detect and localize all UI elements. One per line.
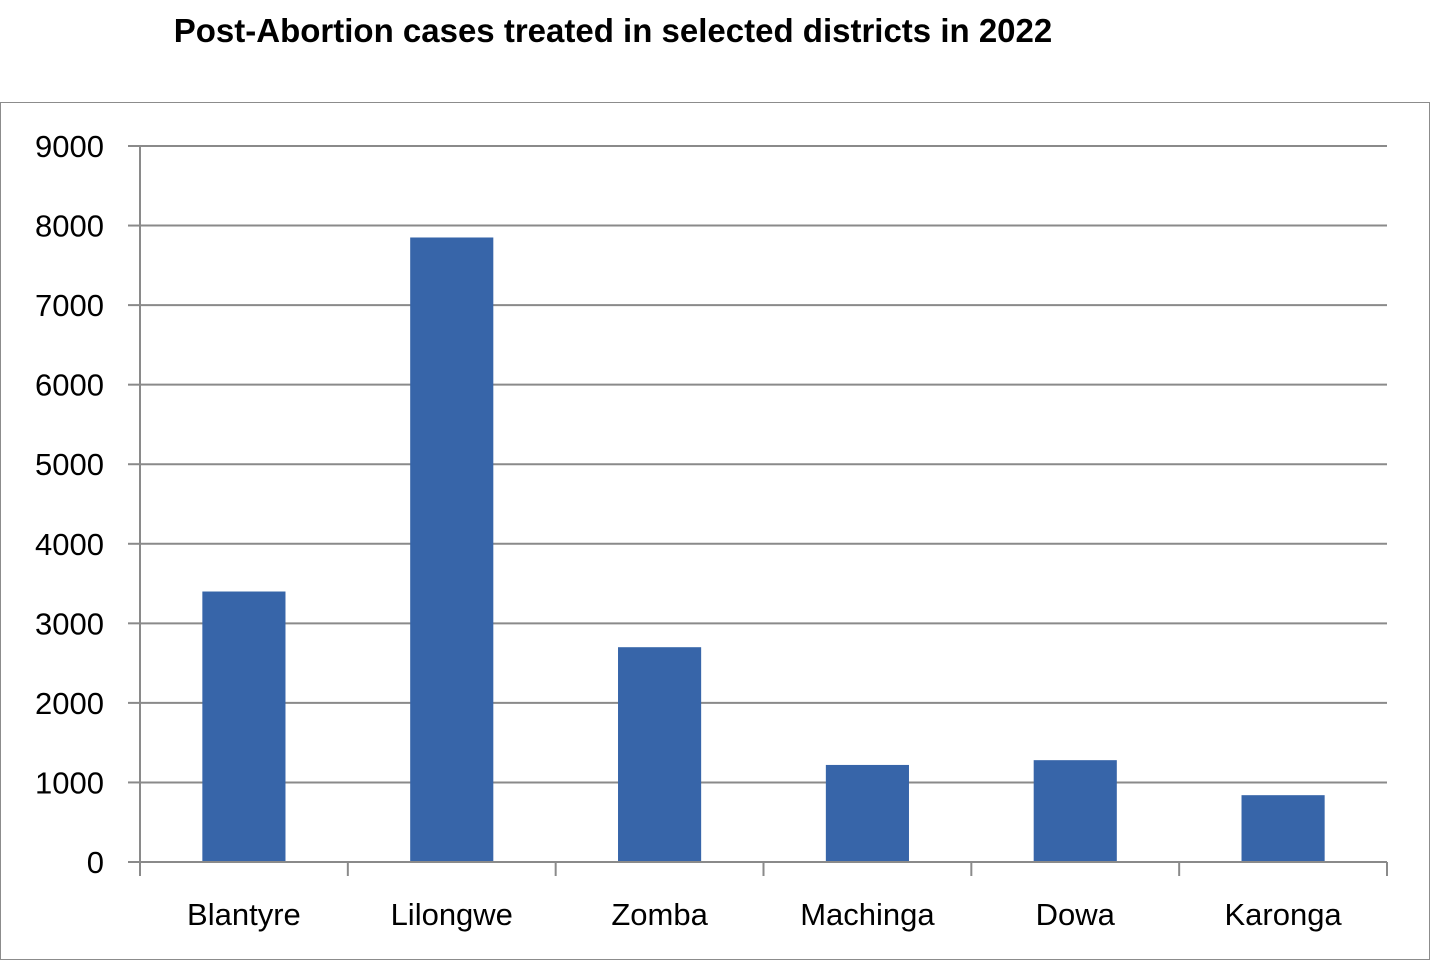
y-tick-label: 1000 — [35, 765, 104, 800]
y-tick-label: 6000 — [35, 368, 104, 403]
y-tick-label: 5000 — [35, 447, 104, 482]
tick-labels: 0 1000 2000 3000 4000 5000 6000 7000 8000 9000 Bla… — [35, 129, 1342, 932]
x-tick-label: Lilongwe — [391, 897, 513, 932]
x-tick-label: Zomba — [611, 897, 708, 932]
bar-dowa — [1033, 760, 1117, 862]
x-tick-label: Machinga — [800, 897, 935, 932]
gridlines — [140, 145, 1387, 784]
y-tick-label: 4000 — [35, 527, 104, 562]
bar-lilongwe — [410, 237, 494, 862]
bar-blantyre — [202, 591, 286, 862]
bars — [202, 237, 1325, 862]
bar-machinga — [825, 764, 909, 862]
bar-karonga — [1241, 795, 1325, 862]
x-tick-label: Blantyre — [187, 897, 301, 932]
y-tick-label: 0 — [87, 845, 104, 880]
y-tick-label: 9000 — [35, 129, 104, 164]
axes — [128, 145, 1388, 876]
chart-frame — [0, 102, 1430, 960]
y-tick-label: 3000 — [35, 606, 104, 641]
y-tick-label: 7000 — [35, 288, 104, 323]
chart-title: Post-Abortion cases treated in selected … — [173, 12, 1053, 49]
y-tick-label: 8000 — [35, 209, 104, 244]
bar-zomba — [618, 647, 702, 862]
x-tick-label: Karonga — [1224, 897, 1342, 932]
y-tick-label: 2000 — [35, 686, 104, 721]
x-tick-label: Dowa — [1036, 897, 1116, 932]
